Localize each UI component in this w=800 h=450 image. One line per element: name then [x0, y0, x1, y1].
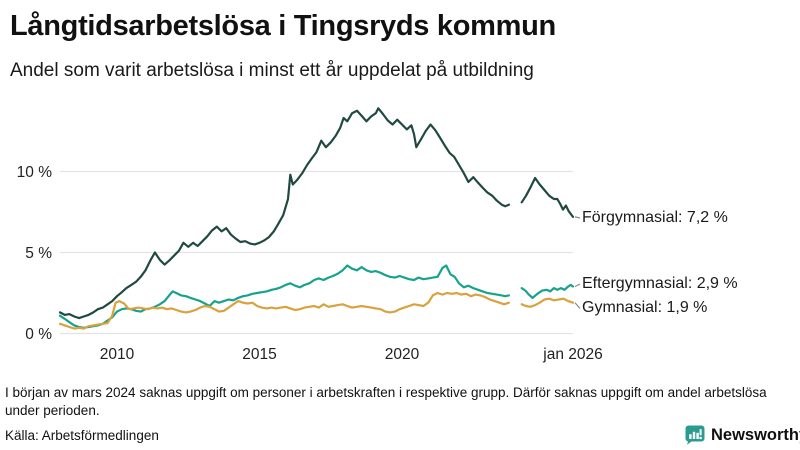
series-label-forgymnasial: Förgymnasial: 7,2 % [582, 209, 728, 226]
page-title: Långtidsarbetslösa i Tingsryds kommun [10, 10, 556, 42]
newsworthy-wordmark: Newsworthy [711, 425, 800, 444]
series-label-gymnasial: Gymnasial: 1,9 % [582, 299, 708, 316]
source-label: Källa: Arbetsförmedlingen [5, 428, 159, 443]
newsworthy-logo-icon [684, 424, 706, 446]
label-connector [574, 283, 581, 288]
newsworthy-branding: Newsworthy [684, 424, 800, 446]
series-label-eftergymnasial: Eftergymnasial: 2,9 % [582, 275, 738, 292]
label-connector [574, 216, 581, 219]
label-connector [574, 302, 581, 309]
x-tick-label: 2015 [242, 346, 276, 363]
series-line-eftergymnasial [58, 264, 575, 329]
y-tick-label: 10 % [17, 164, 53, 181]
chart-footnote: I början av mars 2024 saknas uppgift om … [5, 385, 767, 418]
chart-subtitle: Andel som varit arbetslösa i minst ett å… [10, 60, 534, 81]
series-line-förgymnasial [58, 107, 575, 320]
x-tick-label: 2010 [100, 346, 135, 363]
x-tick-label: 2020 [385, 346, 420, 363]
y-tick-label: 5 % [25, 245, 52, 262]
x-tick-label: jan 2026 [542, 346, 602, 363]
series-line-gymnasial [58, 291, 575, 330]
y-tick-label: 0 % [25, 326, 52, 343]
